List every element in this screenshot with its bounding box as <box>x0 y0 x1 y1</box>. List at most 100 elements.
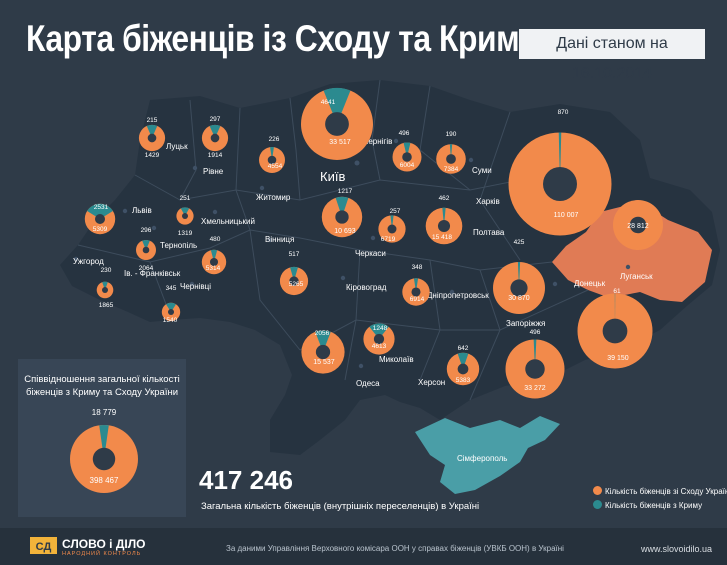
region-donut <box>279 266 309 296</box>
ratio-crimea-value: 18 779 <box>92 408 117 417</box>
city-label: Львів <box>132 206 152 215</box>
crimea-slice <box>165 302 177 312</box>
crimea-value: 425 <box>514 239 525 246</box>
east-value: 1429 <box>145 152 160 159</box>
crimea-slice <box>558 132 562 184</box>
occupied-east-shape <box>552 202 712 302</box>
total-count: 417 246 <box>199 465 293 495</box>
ratio-donut: 18 779 398 467 <box>70 408 138 493</box>
donut-hole <box>325 112 349 136</box>
donut-hole <box>210 133 220 143</box>
region-donut <box>378 215 406 243</box>
city-label: Запоріжжя <box>506 319 545 328</box>
crimea-value: 348 <box>412 264 423 271</box>
east-value: 33 517 <box>329 139 351 146</box>
crimea-shape <box>415 416 560 494</box>
crimea-slice <box>315 330 331 352</box>
donut-hole <box>457 363 469 375</box>
crimea-slice <box>335 196 349 217</box>
east-value: 1914 <box>208 152 223 159</box>
city-label: Суми <box>472 166 492 175</box>
region-donut <box>138 124 166 152</box>
donut-hole <box>147 133 157 143</box>
crimea-value: 462 <box>439 195 450 202</box>
crimea-value: 226 <box>269 136 280 143</box>
crimea-value: 1248 <box>373 325 388 332</box>
region-donut <box>321 196 363 238</box>
city-label: Харків <box>476 197 500 206</box>
donut-hole <box>402 152 412 162</box>
city-label: Миколаїв <box>379 355 414 364</box>
donut-hole <box>167 308 175 316</box>
crimea-value: 496 <box>530 329 541 336</box>
donut-hole <box>373 333 385 345</box>
city-label: Житомир <box>256 193 291 202</box>
crimea-value: 345 <box>166 285 177 292</box>
crimea-slice <box>413 278 419 292</box>
region-borders <box>77 79 601 401</box>
east-value: 39 150 <box>607 355 629 362</box>
ratio-title-line1: Співвідношення загальної кількості <box>24 374 180 385</box>
city-label: Донецьк <box>574 279 606 288</box>
crimea-value: 1217 <box>338 188 353 195</box>
city-label: Черкаси <box>355 249 386 258</box>
east-value: 7384 <box>444 166 459 173</box>
donut-hole <box>387 224 397 234</box>
donut-hole <box>267 155 277 165</box>
crimea-slice <box>369 323 389 339</box>
legend-east-swatch <box>593 486 602 495</box>
legend-crimea-swatch <box>593 500 602 509</box>
crimea-value: 296 <box>141 227 152 234</box>
region-donut <box>259 147 285 173</box>
east-value: 6004 <box>400 162 415 169</box>
east-value: 110 007 <box>554 212 579 219</box>
city-label: Вінниця <box>265 235 294 244</box>
crimea-value: 215 <box>147 117 158 124</box>
crimea-slice <box>180 207 190 216</box>
donut-hole <box>411 287 421 297</box>
region-donut <box>505 339 565 399</box>
date-badge: Дані станом на 16.10.2014 <box>519 29 705 82</box>
crimea-value: 517 <box>289 251 300 258</box>
crimea-slice <box>323 88 351 124</box>
east-value: 4613 <box>372 343 387 350</box>
east-value: 6719 <box>381 236 396 243</box>
city-label: Сімферополь <box>457 454 507 463</box>
crimea-slice <box>99 425 109 459</box>
city-label: Хмельницький <box>201 217 255 226</box>
east-value: 5265 <box>289 281 304 288</box>
region-donut <box>363 323 395 355</box>
city-label: Рівне <box>203 167 224 176</box>
region-donut <box>392 142 422 172</box>
ratio-panel-title: Співвідношення загальної кількості біжен… <box>18 373 186 399</box>
city-label: Дніпропетровськ <box>427 291 489 300</box>
total-caption: Загальна кількість біженців (внутрішніх … <box>201 501 480 512</box>
crimea-slice <box>270 147 274 160</box>
east-value: 2064 <box>139 265 154 272</box>
site-link[interactable]: www.slovoidilo.ua <box>641 544 713 554</box>
region-donut <box>425 207 463 245</box>
ratio-east-value: 398 467 <box>90 476 119 485</box>
region-donut <box>613 200 663 250</box>
donut-hole <box>446 154 456 164</box>
crimea-value: 251 <box>180 195 191 202</box>
east-value: 5314 <box>206 265 221 272</box>
crimea-value: 480 <box>210 236 221 243</box>
east-value: 30 870 <box>508 295 530 302</box>
east-value: 33 272 <box>524 385 546 392</box>
logo-mark-text: СД <box>36 541 52 553</box>
city-label: Тернопіль <box>160 241 197 250</box>
donut-hole <box>315 344 331 360</box>
region-donut <box>301 88 373 160</box>
region-donut <box>402 278 430 306</box>
east-value: 5383 <box>456 377 471 384</box>
east-value: 5309 <box>93 226 108 233</box>
donut-hole <box>510 279 528 297</box>
city-label: Херсон <box>418 378 445 387</box>
donut-hole <box>335 210 349 224</box>
crimea-value: 61 <box>613 288 621 295</box>
crimea-slice <box>210 249 218 262</box>
crimea-value: 4641 <box>321 99 336 106</box>
region-donut <box>577 293 653 369</box>
